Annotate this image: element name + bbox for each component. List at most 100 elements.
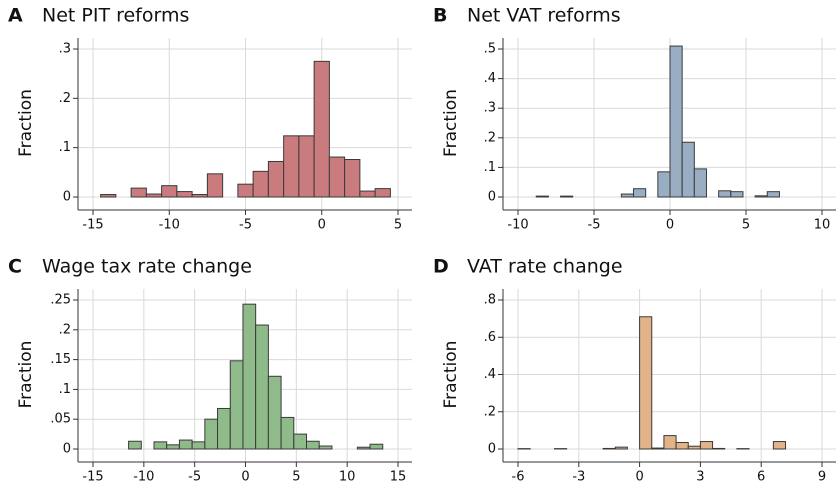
- bar: [359, 190, 376, 198]
- bar: [369, 443, 384, 450]
- bar: [293, 433, 307, 450]
- x-tick-label: -10: [159, 218, 180, 233]
- y-tick-label: .15: [50, 352, 71, 367]
- x-tick-label: 15: [390, 470, 407, 485]
- x-tick-label: -5: [588, 218, 601, 233]
- x-tick-label: -15: [82, 470, 103, 485]
- x-tick-label: 6: [757, 470, 765, 485]
- bar: [267, 375, 282, 450]
- y-tick-label: .4: [484, 71, 496, 86]
- x-tick-label: 0: [241, 470, 249, 485]
- bar: [699, 441, 714, 450]
- bar: [206, 173, 224, 198]
- bar: [344, 159, 361, 198]
- bar: [229, 360, 244, 450]
- y-tick-label: .4: [484, 367, 496, 382]
- y-tick-label: 0: [63, 190, 71, 205]
- y-tick-label: 0: [63, 442, 71, 457]
- bar: [663, 435, 677, 450]
- bar: [620, 193, 635, 198]
- bar: [280, 416, 295, 450]
- y-axis-label: Fraction: [441, 89, 461, 157]
- y-tick-label: .1: [484, 160, 496, 175]
- panel-letter: C: [8, 256, 22, 278]
- bar: [318, 445, 333, 450]
- bar: [772, 441, 787, 450]
- panel-letter: B: [433, 5, 447, 27]
- chart-title: Wage tax rate change: [42, 256, 252, 278]
- y-tick-label: .05: [50, 412, 71, 427]
- bar: [718, 190, 732, 198]
- chart-title: VAT rate change: [467, 256, 623, 278]
- y-axis-label: Fraction: [16, 341, 36, 409]
- bar: [191, 441, 206, 450]
- bar: [681, 141, 695, 198]
- x-tick-label: 9: [818, 470, 826, 485]
- x-tick-label: -15: [82, 218, 103, 233]
- bar: [178, 439, 193, 450]
- y-tick-label: .2: [59, 91, 71, 106]
- y-tick-label: 0: [488, 442, 496, 457]
- bar: [313, 60, 330, 198]
- x-tick-label: 5: [742, 218, 750, 233]
- bar: [687, 445, 701, 450]
- y-tick-label: .8: [484, 293, 496, 308]
- y-tick-label: .2: [484, 130, 496, 145]
- chart-title: Net PIT reforms: [42, 5, 189, 27]
- y-tick-label: .2: [484, 404, 496, 419]
- bar: [204, 418, 219, 450]
- x-tick-label: 5: [394, 218, 402, 233]
- x-tick-label: 3: [696, 470, 704, 485]
- bar: [166, 444, 180, 450]
- bar: [267, 160, 285, 198]
- x-tick-label: 0: [318, 218, 326, 233]
- bar: [535, 195, 549, 198]
- chart-title: Net VAT reforms: [467, 5, 621, 27]
- bar: [639, 316, 653, 450]
- panel-letter: A: [8, 5, 23, 27]
- x-tick-label: 0: [635, 470, 643, 485]
- y-tick-label: .2: [59, 322, 71, 337]
- y-tick-label: .3: [59, 42, 71, 57]
- bar: [242, 303, 257, 450]
- bar: [560, 195, 574, 198]
- bar: [237, 183, 254, 198]
- bar: [675, 441, 689, 450]
- y-tick-label: .1: [59, 140, 71, 155]
- bar: [130, 187, 147, 198]
- x-tick-label: -5: [188, 470, 201, 485]
- bar: [693, 168, 707, 198]
- x-tick-label: 0: [666, 218, 674, 233]
- bar: [657, 171, 671, 198]
- bar: [614, 446, 628, 450]
- bar: [328, 156, 346, 198]
- bar: [176, 191, 193, 198]
- bar: [374, 188, 391, 198]
- bar: [602, 447, 616, 450]
- bar: [712, 447, 726, 450]
- bar: [252, 170, 269, 198]
- x-tick-label: 10: [339, 470, 356, 485]
- x-tick-label: 5: [292, 470, 300, 485]
- bar: [161, 185, 178, 198]
- x-tick-label: 10: [814, 218, 831, 233]
- bar: [283, 135, 300, 198]
- y-tick-label: .6: [484, 330, 496, 345]
- bar: [128, 440, 142, 450]
- bar: [145, 193, 163, 198]
- x-tick-label: -10: [507, 218, 528, 233]
- bar: [754, 195, 768, 198]
- x-tick-label: -6: [512, 470, 525, 485]
- bar: [298, 135, 315, 198]
- x-tick-label: -10: [133, 470, 154, 485]
- y-tick-label: .1: [59, 382, 71, 397]
- y-tick-label: .5: [484, 42, 496, 57]
- x-tick-label: -3: [572, 470, 585, 485]
- y-axis-label: Fraction: [441, 341, 461, 409]
- y-tick-label: .25: [50, 293, 71, 308]
- bar: [191, 194, 208, 198]
- bar: [153, 441, 168, 450]
- y-tick-label: 0: [488, 190, 496, 205]
- bar: [255, 324, 269, 450]
